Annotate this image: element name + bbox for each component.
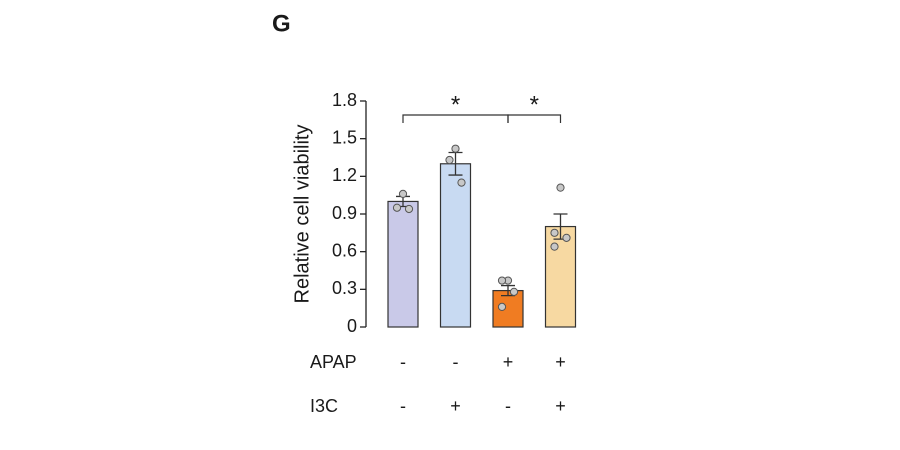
data-point	[556, 183, 565, 192]
condition-sign: -	[505, 396, 511, 416]
y-tick-label: 1.5	[332, 127, 357, 147]
y-tick-label: 1.8	[332, 90, 357, 110]
condition-label: I3C	[310, 396, 338, 416]
panel-label: G	[272, 10, 291, 37]
y-axis-label: Relative cell viability	[291, 125, 313, 304]
data-point	[550, 242, 559, 251]
bar	[544, 225, 577, 328]
y-tick-label: 0	[347, 316, 357, 336]
data-point	[451, 144, 460, 153]
condition-sign: -	[400, 352, 406, 372]
data-point	[509, 287, 519, 296]
significance-label: *	[530, 91, 539, 118]
data-point	[497, 276, 507, 285]
bar	[387, 200, 419, 328]
data-point	[445, 155, 454, 165]
condition-sign: -	[400, 396, 406, 416]
y-tick-label: 0.9	[332, 203, 357, 223]
y-tick-label: 0.3	[332, 278, 357, 298]
data-point	[392, 203, 402, 212]
data-point	[398, 189, 408, 199]
data-point	[550, 228, 559, 237]
bar	[439, 163, 472, 328]
data-point	[562, 233, 571, 242]
significance-bracket	[507, 114, 562, 123]
condition-sign: -	[453, 352, 459, 372]
data-point	[457, 178, 466, 187]
y-tick-label: 1.2	[332, 165, 357, 185]
condition-sign: +	[503, 352, 514, 372]
condition-sign: +	[555, 352, 566, 372]
data-point	[497, 302, 507, 312]
significance-label: *	[451, 91, 460, 118]
bar	[492, 289, 524, 328]
y-tick-label: 0.6	[332, 240, 357, 260]
condition-sign: +	[555, 396, 566, 416]
condition-label: APAP	[310, 352, 357, 372]
condition-sign: +	[450, 396, 461, 416]
data-point	[404, 204, 414, 214]
